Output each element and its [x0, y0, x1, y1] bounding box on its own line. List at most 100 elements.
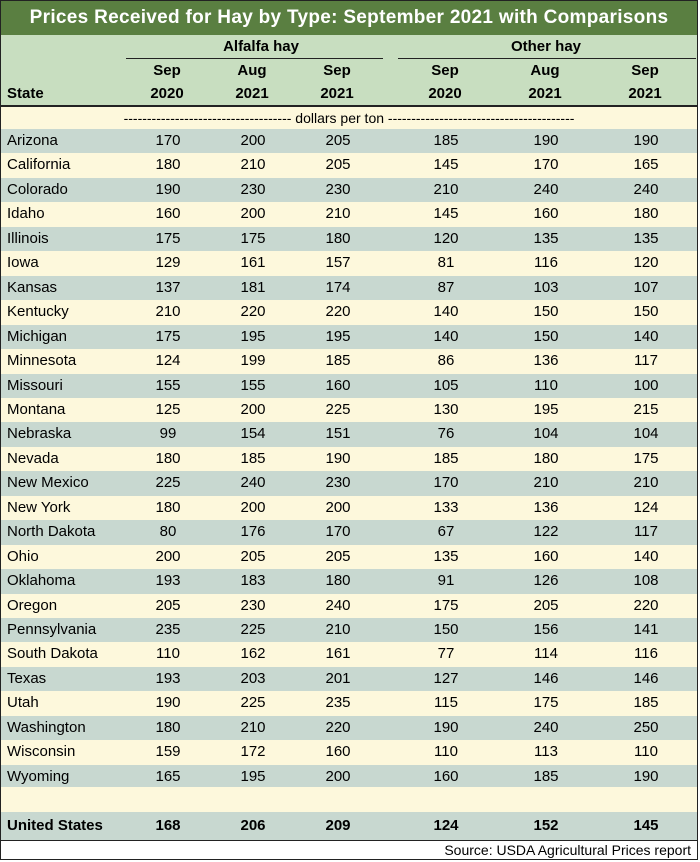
column-header-year: 2020	[150, 85, 184, 102]
total-cell: 124	[433, 817, 459, 834]
price-cell: 150	[633, 303, 659, 321]
price-cell: 145	[433, 205, 459, 223]
price-cell: 240	[325, 596, 351, 614]
price-cell: 87	[437, 278, 455, 296]
price-cell: 162	[240, 645, 266, 663]
price-cell: 190	[433, 718, 459, 736]
price-cell: 180	[325, 229, 351, 247]
price-cell: 137	[155, 278, 181, 296]
price-cell: 240	[240, 474, 266, 492]
table-row: North Dakota 80 176 170 67 122 117	[1, 520, 697, 545]
column-header-year: 2021	[628, 85, 662, 102]
price-cell: 170	[325, 523, 351, 541]
price-cell: 113	[534, 743, 558, 761]
table-row: Oregon 205 230 240 175 205 220	[1, 593, 697, 619]
group-underline-other	[398, 58, 696, 59]
table-row: Minnesota 124 199 185 86 136 117	[1, 349, 697, 374]
price-cell: 174	[325, 278, 351, 296]
price-cell: 205	[240, 547, 266, 565]
table-row: Kansas 137 181 174 87 103 107	[1, 275, 697, 301]
price-cell: 220	[240, 303, 266, 321]
table-row: Ohio 200 205 205 135 160 140	[1, 544, 697, 570]
price-cell: 183	[240, 572, 266, 590]
price-cell: 140	[433, 303, 459, 321]
table-row: Colorado 190 230 230 210 240 240	[1, 177, 697, 203]
table-row: Illinois 175 175 180 120 135 135	[1, 226, 697, 252]
state-name: Michigan	[7, 327, 68, 345]
price-cell: 180	[155, 156, 181, 174]
table-row: New York 180 200 200 133 136 124	[1, 495, 697, 521]
price-cell: 136	[533, 352, 559, 370]
price-cell: 81	[437, 254, 455, 272]
price-cell: 210	[240, 156, 266, 174]
state-name: Oregon	[7, 596, 58, 614]
state-name: Utah	[7, 694, 39, 712]
price-cell: 180	[533, 449, 559, 467]
column-header-year: 2021	[528, 85, 562, 102]
table-row: Montana 125 200 225 130 195 215	[1, 397, 697, 423]
price-cell: 180	[633, 205, 659, 223]
price-cell: 210	[155, 303, 181, 321]
table-row: South Dakota 110 162 161 77 114 116	[1, 642, 697, 667]
source-note: Source: USDA Agricultural Prices report	[1, 840, 697, 859]
state-column-header: State	[7, 85, 44, 102]
price-cell: 135	[633, 229, 659, 247]
price-cell: 195	[325, 327, 351, 345]
price-cell: 104	[633, 425, 659, 443]
price-cell: 190	[325, 449, 351, 467]
price-cell: 159	[155, 743, 181, 761]
column-header-month: Aug	[237, 62, 267, 79]
price-cell: 108	[633, 572, 659, 590]
price-cell: 200	[325, 767, 351, 785]
price-cell: 91	[437, 572, 455, 590]
price-cell: 140	[433, 327, 459, 345]
state-name: New Mexico	[7, 474, 89, 492]
column-header-month: Aug	[530, 62, 560, 79]
price-cell: 110	[534, 376, 558, 394]
state-name: Texas	[7, 669, 47, 687]
state-name: Iowa	[7, 254, 39, 272]
price-cell: 180	[155, 498, 181, 516]
price-cell: 225	[240, 694, 266, 712]
price-cell: 175	[155, 229, 181, 247]
price-cell: 200	[240, 132, 266, 149]
price-cell: 190	[633, 767, 659, 785]
state-name: Oklahoma	[7, 572, 76, 590]
price-cell: 160	[533, 547, 559, 565]
price-cell: 120	[633, 254, 659, 272]
price-cell: 99	[159, 425, 177, 443]
group-header-other: Other hay	[510, 38, 582, 55]
table-row: Nevada 180 185 190 185 180 175	[1, 446, 697, 472]
price-cell: 200	[155, 547, 181, 565]
price-cell: 124	[155, 352, 181, 370]
state-name: Ohio	[7, 547, 39, 565]
table-row: New Mexico 225 240 230 170 210 210	[1, 471, 697, 496]
price-cell: 117	[634, 352, 658, 370]
price-cell: 200	[240, 400, 266, 418]
units-row: ------------------------------------ dol…	[1, 107, 697, 129]
price-cell: 225	[240, 621, 266, 638]
state-name: Minnesota	[7, 352, 77, 370]
price-cell: 200	[325, 498, 351, 516]
state-name: Pennsylvania	[7, 621, 97, 638]
price-cell: 140	[633, 327, 659, 345]
state-name: Missouri	[7, 376, 63, 394]
price-cell: 175	[533, 694, 559, 712]
price-cell: 100	[633, 376, 659, 394]
header-divider	[1, 105, 697, 107]
price-cell: 117	[634, 523, 658, 541]
table-row: Oklahoma 193 183 180 91 126 108	[1, 569, 697, 594]
total-cell: 152	[533, 817, 559, 834]
price-cell: 110	[156, 645, 180, 663]
price-cell: 130	[433, 400, 459, 418]
state-name: Nevada	[7, 449, 59, 467]
price-cell: 180	[155, 449, 181, 467]
state-name: Arizona	[7, 132, 58, 149]
price-cell: 114	[534, 645, 558, 663]
price-cell: 185	[325, 352, 351, 370]
price-cell: 193	[155, 669, 181, 687]
table-row: Iowa 129 161 157 81 116 120	[1, 251, 697, 276]
price-cell: 170	[533, 156, 559, 174]
price-cell: 190	[155, 180, 181, 198]
